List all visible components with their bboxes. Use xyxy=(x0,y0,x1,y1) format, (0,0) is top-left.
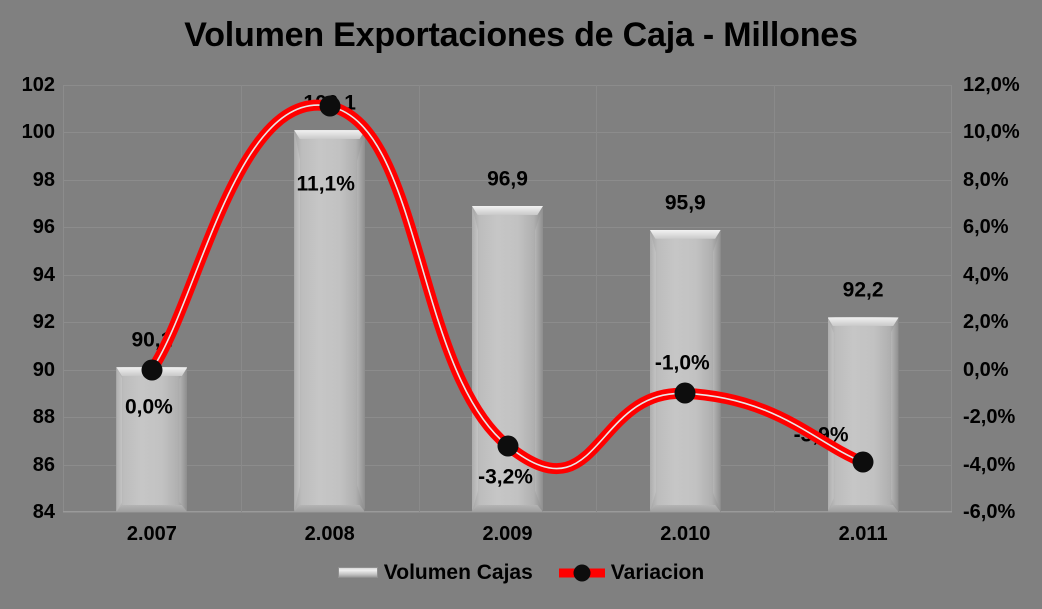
right-axis-tick-label: -2,0% xyxy=(963,406,1016,429)
category-label: 2.011 xyxy=(838,523,888,545)
bar-bottom-bevel xyxy=(472,504,543,512)
legend-item-variacion[interactable]: Variacion xyxy=(558,561,705,584)
legend-item-volumen-cajas[interactable]: Volumen Cajas xyxy=(337,561,533,584)
variation-value-label: -3,9% xyxy=(793,423,849,447)
bar-bottom-bevel xyxy=(827,504,899,512)
bar-value-label: 96,9 xyxy=(487,167,528,191)
bar-swatch-icon xyxy=(337,567,378,578)
bar-face xyxy=(116,367,188,512)
right-axis-tick-label: -6,0% xyxy=(963,501,1016,523)
gridline xyxy=(63,512,952,513)
bar-bottom-bevel xyxy=(116,504,188,512)
bar-value-label: 95,9 xyxy=(664,191,706,215)
left-axis-line xyxy=(63,85,64,512)
right-axis-tick-label: 0,0% xyxy=(963,358,1009,381)
left-axis-tick-label: 88 xyxy=(32,406,55,429)
variation-value-label: -3,2% xyxy=(478,465,533,489)
legend-label-volumen-cajas: Volumen Cajas xyxy=(383,561,533,584)
bar-left-bevel xyxy=(116,367,123,512)
category-separator xyxy=(240,85,242,512)
bar-top-bevel xyxy=(649,229,721,239)
right-axis-tick-label: -4,0% xyxy=(963,453,1016,476)
left-axis-tick-label: 92 xyxy=(32,311,55,334)
variation-value-label: 11,1% xyxy=(296,172,355,196)
variation-marker[interactable] xyxy=(674,382,696,404)
category-label: 2.007 xyxy=(126,523,177,545)
bar-right-bevel xyxy=(179,367,188,512)
left-axis-tick-label: 100 xyxy=(21,121,55,144)
left-axis-tick-label: 84 xyxy=(32,501,55,523)
variation-marker[interactable] xyxy=(319,95,341,117)
bar-top-bevel xyxy=(294,130,366,140)
variation-value-label: 0,0% xyxy=(124,395,173,419)
bar-value-label: 92,2 xyxy=(842,278,884,302)
left-axis-tick-label: 86 xyxy=(32,453,55,476)
bar-bottom-bevel xyxy=(649,504,721,512)
gridline xyxy=(63,85,952,86)
bar-right-bevel xyxy=(357,130,366,512)
variation-marker[interactable] xyxy=(497,435,518,457)
right-axis-tick-label: 10,0% xyxy=(963,121,1020,144)
bar-left-bevel xyxy=(827,317,834,512)
right-axis-tick-label: 8,0% xyxy=(963,168,1009,191)
bar-right-bevel xyxy=(535,205,543,512)
category-separator xyxy=(418,85,420,512)
left-axis-tick-label: 90 xyxy=(32,358,55,381)
bar[interactable] xyxy=(827,317,899,512)
right-axis-tick-label: 4,0% xyxy=(963,263,1009,286)
bar-top-bevel xyxy=(472,205,543,215)
bar-right-bevel xyxy=(712,229,721,512)
category-label: 2.010 xyxy=(660,523,711,545)
variation-value-label: -1,0% xyxy=(654,351,710,375)
category-label: 2.008 xyxy=(304,523,355,545)
line-marker-swatch-icon xyxy=(558,564,605,582)
bar-bottom-bevel xyxy=(294,504,366,512)
chart-title: Volumen Exportaciones de Caja - Millones xyxy=(184,16,858,54)
left-axis-tick-label: 96 xyxy=(32,216,55,239)
left-axis-tick-label: 102 xyxy=(21,74,55,96)
category-label: 2.009 xyxy=(482,523,533,545)
category-separator xyxy=(774,85,776,512)
right-axis-tick-label: 12,0% xyxy=(963,74,1020,96)
variation-marker[interactable] xyxy=(852,451,874,473)
bar-value-label: 90,1 xyxy=(131,328,173,352)
bar[interactable] xyxy=(116,367,188,512)
left-axis-tick-label: 98 xyxy=(32,168,55,191)
right-axis-tick-label: 2,0% xyxy=(963,311,1009,334)
right-axis-line xyxy=(951,85,952,512)
bar-top-bevel xyxy=(827,317,899,327)
legend-label-variacion: Variacion xyxy=(610,561,705,584)
variation-marker[interactable] xyxy=(141,359,163,381)
left-axis-tick-label: 94 xyxy=(32,263,55,286)
chart-legend: Volumen Cajas Variacion xyxy=(0,562,1042,583)
bar-right-bevel xyxy=(890,317,899,512)
right-axis-tick-label: 6,0% xyxy=(963,216,1009,239)
bar-face xyxy=(827,317,899,512)
category-separator xyxy=(596,85,598,512)
gridline xyxy=(63,132,952,134)
